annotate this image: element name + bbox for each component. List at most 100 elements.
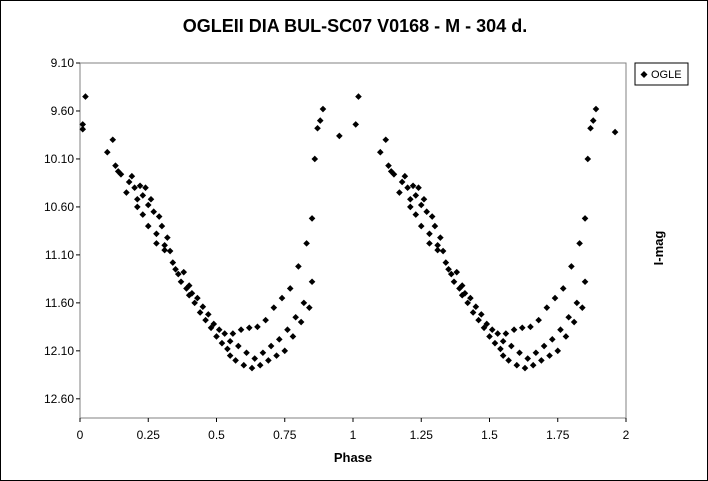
data-point — [475, 316, 482, 324]
data-point — [243, 349, 250, 357]
x-tick-label: 0.75 — [273, 428, 297, 442]
data-point — [196, 309, 204, 316]
data-point — [292, 313, 299, 321]
y-tick-labels: 9.10 9.60 10.10 10.60 11.10 11.60 12.10 12.60 — [44, 56, 74, 406]
data-point — [472, 303, 480, 311]
data-point — [131, 184, 138, 192]
data-point — [417, 222, 425, 230]
data-point — [401, 172, 409, 180]
data-point — [450, 278, 458, 286]
plot-area — [79, 62, 627, 419]
data-point — [557, 326, 564, 334]
y-tick-label: 12.10 — [44, 344, 74, 358]
data-point — [306, 304, 313, 311]
data-point — [382, 136, 390, 144]
data-point — [150, 208, 158, 216]
data-point — [278, 294, 286, 302]
x-tick-label: 1.5 — [481, 428, 498, 442]
data-point — [377, 148, 384, 156]
tick-marks — [76, 62, 627, 422]
data-point — [398, 178, 406, 186]
y-tick-label: 9.10 — [51, 56, 75, 70]
data-point — [581, 278, 589, 286]
data-point — [589, 117, 597, 124]
data-point — [166, 247, 174, 255]
legend: OGLE — [634, 62, 689, 86]
data-point — [213, 333, 220, 340]
data-point — [494, 330, 501, 337]
data-point — [396, 189, 403, 196]
data-point — [199, 303, 207, 311]
data-point — [587, 124, 594, 132]
data-point — [134, 195, 141, 203]
x-tick-label: 0 — [77, 428, 84, 442]
data-point — [453, 268, 461, 276]
y-tick-label: 10.60 — [44, 200, 74, 214]
data-point — [442, 259, 450, 266]
data-point — [245, 324, 253, 332]
data-point — [439, 247, 447, 255]
data-point — [207, 324, 215, 332]
data-point — [270, 304, 278, 311]
data-point — [420, 195, 428, 203]
data-point — [82, 93, 89, 100]
y-tick-label: 12.60 — [44, 392, 74, 406]
data-point — [265, 357, 272, 364]
data-point — [562, 333, 570, 340]
data-point — [576, 240, 583, 247]
data-point — [295, 263, 302, 270]
data-point — [248, 364, 256, 372]
data-point — [142, 184, 149, 192]
y-tick-label: 11.60 — [45, 296, 74, 310]
data-point — [434, 241, 441, 249]
data-point — [308, 278, 316, 286]
data-point — [513, 361, 521, 369]
data-point — [297, 318, 305, 326]
data-point — [191, 299, 198, 307]
data-point — [153, 230, 160, 238]
data-point — [491, 339, 499, 347]
data-point — [79, 125, 87, 133]
data-points — [79, 93, 619, 372]
data-point — [516, 349, 523, 357]
data-point — [262, 316, 269, 324]
data-point — [499, 337, 507, 345]
data-point — [458, 282, 466, 289]
data-point — [478, 311, 485, 318]
data-point — [221, 330, 228, 337]
data-point — [480, 324, 488, 332]
data-point — [611, 128, 619, 136]
data-point — [540, 342, 548, 350]
data-point — [524, 355, 532, 362]
data-point — [153, 240, 160, 247]
data-point — [352, 121, 360, 128]
data-point — [185, 291, 193, 299]
x-tick-label: 1.25 — [410, 428, 434, 442]
legend-marker-icon — [640, 71, 648, 78]
data-point — [273, 352, 280, 359]
data-point — [505, 357, 512, 364]
y-axis-label: I-mag — [651, 231, 666, 266]
data-point — [592, 105, 600, 113]
data-point — [134, 203, 141, 211]
data-point — [284, 326, 291, 334]
data-point — [529, 361, 537, 369]
data-point — [508, 342, 515, 350]
data-point — [551, 294, 559, 302]
x-tick-label: 0.25 — [137, 428, 161, 442]
data-point — [467, 294, 474, 302]
data-point — [123, 189, 130, 196]
x-tick-label: 1.75 — [546, 428, 570, 442]
data-point — [128, 172, 136, 180]
data-point — [229, 330, 237, 337]
data-point — [300, 299, 308, 307]
data-point — [164, 234, 171, 241]
data-point — [79, 121, 87, 128]
data-point — [390, 170, 398, 178]
x-tick-label: 2 — [623, 428, 630, 442]
data-point — [532, 349, 540, 357]
data-point — [177, 278, 185, 286]
data-point — [527, 323, 534, 331]
data-point — [210, 320, 218, 328]
